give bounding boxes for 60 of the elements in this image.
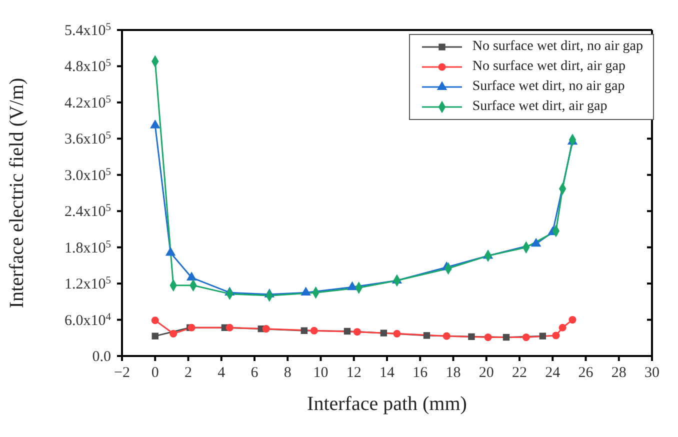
- x-tick-label: 14: [380, 365, 395, 381]
- point: [353, 328, 361, 336]
- x-tick-label: 2: [184, 365, 192, 381]
- x-axis-title: Interface path (mm): [307, 393, 467, 415]
- point: [344, 328, 351, 335]
- x-tick-label: 8: [284, 365, 292, 381]
- legend-label: No surface wet dirt, air gap: [472, 58, 626, 76]
- legend-label: Surface wet dirt, air gap: [472, 98, 608, 116]
- y-tick-label: 1.8x10$^{5}$: [64, 238, 111, 256]
- y-tick-label: 3.6x10$^{5}$: [64, 130, 111, 148]
- point: [186, 272, 197, 280]
- x-tick-label: 20: [478, 365, 494, 381]
- y-tick-label: 3.0x10$^{5}$: [64, 166, 111, 184]
- legend-label: Surface wet dirt, no air gap: [472, 78, 625, 96]
- y-tick-label: 1.2x10$^{5}$: [64, 275, 111, 293]
- point: [502, 334, 510, 341]
- y-tick-label: 2.4x10$^{5}$: [64, 202, 111, 220]
- point: [484, 334, 492, 342]
- x-tick-label: 26: [578, 365, 594, 381]
- point: [226, 324, 234, 332]
- point: [568, 316, 576, 324]
- y-tick-label: 0.0: [92, 349, 111, 365]
- point: [552, 332, 560, 340]
- point: [393, 330, 401, 338]
- point: [442, 332, 450, 340]
- legend-label: No surface wet dirt, no air gap: [472, 38, 643, 56]
- x-tick-label: 28: [611, 365, 626, 381]
- x-tick-label: 24: [545, 365, 561, 381]
- x-tick-label: 16: [412, 365, 428, 381]
- point: [380, 330, 388, 336]
- point: [468, 333, 475, 340]
- point: [530, 238, 542, 247]
- point: [347, 281, 358, 290]
- y-tick-label: 4.8x10$^{5}$: [64, 58, 111, 76]
- point: [300, 327, 308, 334]
- x-tick-label: 30: [644, 365, 660, 381]
- point: [558, 324, 566, 332]
- x-tick-label: 12: [346, 365, 362, 381]
- point: [150, 120, 160, 128]
- point: [165, 246, 176, 256]
- x-tick-label: 18: [446, 365, 461, 381]
- point: [310, 326, 318, 334]
- x-tick-label: 4: [218, 365, 226, 381]
- point: [423, 332, 430, 339]
- x-tick-label: −2: [114, 365, 130, 381]
- point: [152, 332, 158, 340]
- point: [522, 334, 530, 342]
- x-tick-label: 22: [512, 365, 527, 381]
- point: [539, 332, 546, 340]
- point: [151, 316, 159, 324]
- x-tick-label: 10: [313, 365, 328, 381]
- point: [262, 325, 270, 333]
- y-tick-label: 6.0x10$^{4}$: [64, 311, 112, 329]
- y-tick-label: 4.2x10$^{5}$: [64, 94, 111, 112]
- y-tick-label: 5.4x10$^{5}$: [64, 22, 111, 39]
- x-tick-label: 6: [250, 365, 259, 381]
- y-axis-title: Interface electric field (V/m): [6, 78, 28, 308]
- x-tick-label: 0: [151, 365, 159, 381]
- point: [170, 330, 178, 338]
- point: [300, 286, 311, 296]
